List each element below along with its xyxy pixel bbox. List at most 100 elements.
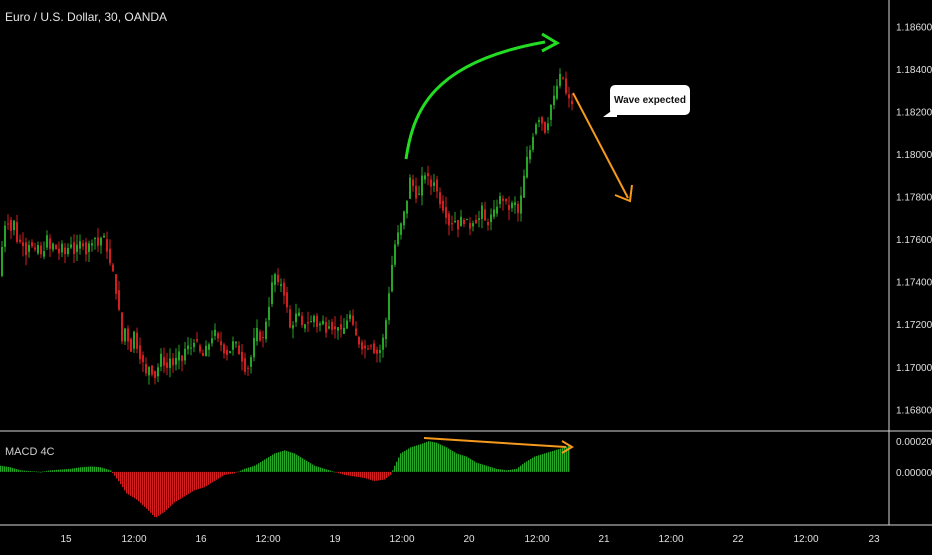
candle-body <box>211 338 213 344</box>
candle-body <box>328 326 330 329</box>
macd-histogram-bar <box>144 471 146 507</box>
macd-histogram-bar <box>384 471 386 480</box>
macd-histogram-bar <box>476 462 478 472</box>
candle-body <box>13 220 15 231</box>
candle-body <box>529 149 531 160</box>
macd-histogram-bar <box>502 469 504 472</box>
candle-body <box>40 245 42 255</box>
price-tick-label: 1.18200 <box>896 107 932 118</box>
macd-histogram-bar <box>536 455 538 472</box>
macd-histogram-bar <box>68 468 70 472</box>
macd-histogram-bar <box>244 468 246 472</box>
macd-histogram-bar <box>124 471 126 491</box>
candle-body <box>439 192 441 205</box>
macd-histogram-bar <box>272 454 274 472</box>
candle-body <box>448 213 450 226</box>
macd-histogram-bar <box>264 459 266 472</box>
macd-histogram-bar <box>6 466 8 472</box>
macd-histogram-bar <box>164 471 166 512</box>
macd-histogram-bar <box>292 452 294 472</box>
macd-histogram-bar <box>24 470 26 472</box>
candle-body <box>16 222 18 242</box>
macd-histogram-bar <box>76 467 78 472</box>
macd-histogram-bar <box>206 471 208 486</box>
macd-histogram-bar <box>414 446 416 472</box>
macd-histogram-bar <box>224 471 226 475</box>
macd-histogram-bar <box>318 466 320 472</box>
macd-histogram-bar <box>470 458 472 472</box>
candle-body <box>541 117 543 124</box>
candle-body <box>163 357 165 366</box>
candle-body <box>214 329 216 336</box>
macd-histogram-bar <box>322 468 324 472</box>
macd-histogram-bar <box>102 467 104 472</box>
macd-histogram-bar <box>112 471 114 474</box>
candle-body <box>226 349 228 356</box>
macd-histogram-bar <box>504 470 506 472</box>
macd-histogram-bar <box>348 471 350 476</box>
macd-histogram-bar <box>40 471 42 473</box>
macd-histogram-bar <box>268 457 270 472</box>
candle-body <box>244 358 246 372</box>
macd-histogram-bar <box>306 460 308 472</box>
candle-body <box>568 94 570 99</box>
macd-histogram-bar <box>542 454 544 472</box>
candle-body <box>277 274 279 282</box>
macd-histogram-bar <box>538 455 540 472</box>
candle-body <box>109 248 111 264</box>
candle-body <box>304 324 306 329</box>
candle-body <box>85 242 87 255</box>
macd-histogram-bar <box>386 471 388 478</box>
macd-histogram-bar <box>258 463 260 472</box>
candle-body <box>397 232 399 245</box>
macd-histogram-bar <box>250 466 252 472</box>
macd-histogram-bar <box>128 471 130 495</box>
macd-histogram-bar <box>240 470 242 472</box>
macd-histogram-bar <box>496 468 498 472</box>
candle-body <box>43 251 45 257</box>
macd-tick-label: 0.00000 <box>896 468 932 479</box>
candle-body <box>517 203 519 214</box>
macd-histogram-bar <box>484 465 486 472</box>
macd-histogram-bar <box>86 466 88 472</box>
candle-body <box>547 123 549 131</box>
candle-body <box>502 198 504 201</box>
macd-histogram-bar <box>58 469 60 472</box>
time-tick-label: 12:00 <box>524 534 549 545</box>
macd-histogram-bar <box>246 468 248 472</box>
macd-histogram-bar <box>80 467 82 472</box>
candle-body <box>553 95 555 106</box>
macd-histogram-bar <box>486 465 488 472</box>
macd-histogram-bar <box>290 452 292 472</box>
macd-histogram-bar <box>46 470 48 472</box>
candle-body <box>349 314 351 319</box>
macd-histogram-bar <box>226 471 228 475</box>
macd-histogram-bar <box>316 466 318 472</box>
candle-body <box>559 73 561 86</box>
macd-histogram-bar <box>508 470 510 472</box>
macd-histogram-bar <box>558 449 560 472</box>
price-tick-label: 1.17600 <box>896 235 932 246</box>
candle-body <box>490 214 492 223</box>
macd-histogram-bar <box>456 453 458 472</box>
macd-histogram-bar <box>510 469 512 472</box>
candle-body <box>169 358 171 368</box>
macd-histogram-bar <box>440 444 442 472</box>
candle-body <box>373 343 375 354</box>
macd-histogram-bar <box>346 471 348 476</box>
candle-body <box>46 235 48 248</box>
price-tick-labels: 1.18600 1.18400 1.18200 1.18000 1.17800 1.176… <box>896 22 932 416</box>
macd-histogram-bar <box>42 471 44 473</box>
candle-body <box>55 244 57 250</box>
macd-histogram-bar <box>288 451 290 472</box>
macd-histogram-bar <box>410 447 412 472</box>
macd-histogram-bar <box>314 465 316 472</box>
candle-body <box>247 367 249 369</box>
macd-histogram-bar <box>364 471 366 478</box>
wave-expected-callout: Wave expected <box>610 85 690 115</box>
macd-histogram-bar <box>388 471 390 477</box>
macd-histogram-bar <box>132 471 134 498</box>
down-arrow-head <box>614 184 633 203</box>
macd-histogram-bar <box>552 450 554 472</box>
macd-histogram-bar <box>96 466 98 472</box>
